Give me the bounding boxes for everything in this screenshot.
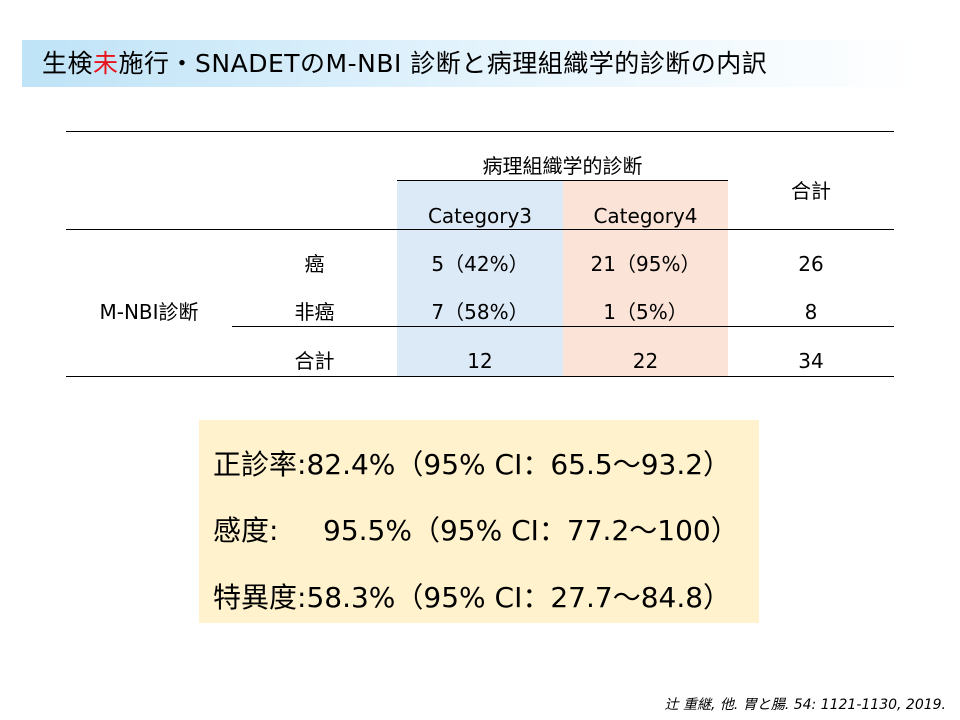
cell-cancer-total: 26 bbox=[798, 252, 824, 276]
stat-sep: : bbox=[297, 448, 307, 481]
header-bottom-rule bbox=[66, 229, 894, 230]
slide-title: 生検未施行・SNADETのM-NBI 診断と病理組織学的診断の内訳 bbox=[42, 44, 767, 84]
category4-column-bg bbox=[563, 181, 728, 376]
cell-total-total: 34 bbox=[798, 349, 824, 373]
stat-specificity: 特異度:58.3%（95% CI：27.7〜84.8） bbox=[213, 578, 731, 618]
citation: 辻 重継, 他. 胃と腸. 54: 1121-1130, 2019. bbox=[664, 697, 946, 713]
row-label-total: 合計 bbox=[294, 349, 335, 373]
row-group-label: M-NBI診断 bbox=[99, 300, 199, 324]
stats-box bbox=[199, 420, 759, 623]
cell-cancer-cat4: 21（95%） bbox=[590, 252, 701, 276]
cell-cancer-cat3: 5（42%） bbox=[431, 252, 529, 276]
title-highlight: 未 bbox=[93, 49, 119, 78]
cell-noncancer-cat4: 1（5%） bbox=[603, 300, 688, 324]
stat-label: 感度 bbox=[213, 514, 270, 547]
total-row-rule bbox=[232, 326, 894, 327]
table-bottom-rule bbox=[66, 376, 894, 377]
title-bar bbox=[22, 40, 920, 87]
stat-value: 82.4%（95% CI：65.5〜93.2） bbox=[306, 448, 732, 481]
cell-total-cat3: 12 bbox=[467, 349, 493, 373]
title-part-2: 施行・SNADETのM-NBI 診断と病理組織学的診断の内訳 bbox=[118, 49, 768, 78]
row-label-noncancer: 非癌 bbox=[294, 300, 335, 324]
stat-sensitivity: 感度: 95.5%（95% CI：77.2〜100） bbox=[213, 511, 739, 551]
header-category4: Category4 bbox=[593, 204, 698, 228]
header-category3: Category3 bbox=[427, 204, 533, 228]
stat-label: 特異度 bbox=[213, 581, 298, 614]
row-label-cancer: 癌 bbox=[304, 252, 325, 276]
header-pathology: 病理組織学的診断 bbox=[482, 154, 643, 178]
table-top-rule bbox=[66, 131, 894, 132]
category3-column-bg bbox=[397, 181, 563, 376]
header-group-rule bbox=[397, 180, 728, 181]
title-part-1: 生検 bbox=[42, 49, 94, 78]
stat-accuracy: 正診率:82.4%（95% CI：65.5〜93.2） bbox=[213, 445, 731, 485]
cell-noncancer-total: 8 bbox=[804, 300, 818, 324]
cell-noncancer-cat3: 7（58%） bbox=[431, 300, 529, 324]
stat-label: 正診率 bbox=[213, 448, 298, 481]
cell-total-cat4: 22 bbox=[632, 349, 659, 373]
stat-sep: : bbox=[269, 514, 279, 547]
stat-value: 95.5%（95% CI：77.2〜100） bbox=[323, 514, 739, 547]
header-total: 合計 bbox=[791, 179, 831, 203]
stat-value: 58.3%（95% CI：27.7〜84.8） bbox=[306, 581, 732, 614]
stat-sep: : bbox=[297, 581, 307, 614]
